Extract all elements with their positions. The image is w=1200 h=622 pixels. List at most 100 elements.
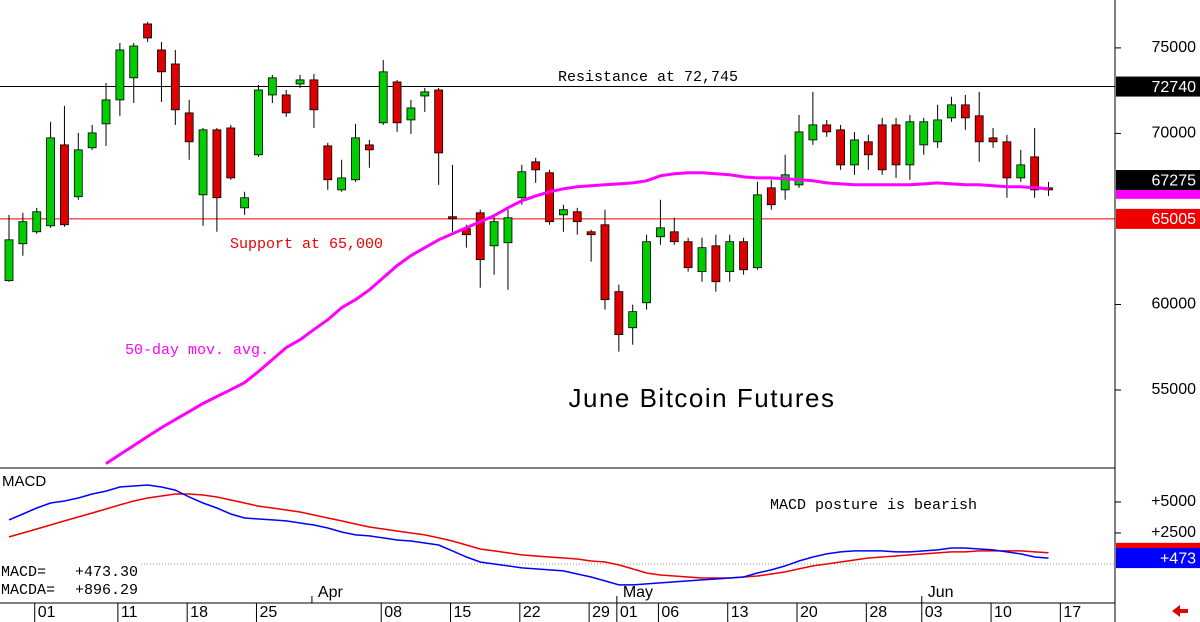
y-tick-label: 75000 — [1152, 39, 1197, 56]
candle-body — [240, 197, 250, 209]
candle-body — [628, 311, 638, 329]
candle-body — [572, 211, 582, 223]
price-tag — [1116, 208, 1200, 229]
candle-body — [448, 216, 457, 220]
y-tick-label: 70000 — [1152, 125, 1197, 142]
candle-body — [323, 145, 333, 181]
candle-body — [891, 124, 901, 166]
candle-body — [351, 137, 360, 181]
price-tag — [1116, 548, 1200, 569]
x-tick-label: 25 — [259, 604, 277, 621]
candle-body — [711, 245, 721, 283]
candle-body — [267, 77, 277, 96]
candle-body — [309, 79, 319, 111]
price-tag — [1116, 76, 1200, 97]
candle-body — [822, 124, 832, 133]
candle-body — [46, 137, 55, 227]
candle-body — [337, 177, 347, 191]
x-tick-label: 01 — [38, 604, 56, 621]
readout-label: MACDA= — [1, 582, 55, 599]
candle-body — [905, 121, 915, 166]
candle-body — [656, 227, 665, 238]
candle-body — [531, 161, 541, 171]
candle-body — [753, 194, 762, 269]
candle-body — [489, 221, 499, 247]
candle-body — [212, 129, 222, 199]
scroll-arrow[interactable] — [1172, 605, 1188, 617]
y-tick-label: +5000 — [1151, 493, 1196, 510]
price-panel — [0, 21, 1115, 465]
price-tag-label: 67275 — [1152, 172, 1197, 189]
candle-body — [32, 211, 42, 233]
candle-body — [475, 212, 485, 261]
resistance-label: Resistance at 72,745 — [558, 69, 738, 86]
candle-body — [794, 131, 804, 186]
candle-body — [780, 174, 790, 191]
candle-body — [808, 124, 818, 141]
candle-body — [1030, 156, 1040, 191]
readout-value: +473.30 — [75, 564, 138, 581]
support-label: Support at 65,000 — [230, 236, 383, 253]
candle-body — [254, 89, 263, 156]
candle-body — [669, 231, 679, 243]
candle-body — [974, 115, 984, 143]
candle-body — [170, 63, 180, 111]
x-tick-label: 20 — [800, 604, 818, 621]
candle-body — [503, 217, 513, 244]
x-tick-label: 22 — [523, 604, 541, 621]
candle-body — [364, 144, 374, 151]
candle-body — [378, 71, 388, 124]
price-tag-label: +473 — [1160, 550, 1196, 567]
x-tick-label: 29 — [592, 604, 610, 621]
candle-body — [850, 139, 859, 166]
x-tick-label: 03 — [925, 604, 943, 621]
candle-body — [115, 49, 125, 101]
candle-body — [129, 45, 139, 79]
x-tick-label: 01 — [620, 604, 638, 621]
axes: 55000 60000 70000 75000 72740 67275 65005 01 11 1… — [0, 39, 1200, 622]
candle-body — [697, 247, 707, 273]
candle-body — [1016, 164, 1026, 179]
readout-label: MACD= — [1, 564, 46, 581]
candle-body — [295, 79, 305, 85]
macd-note: MACD posture is bearish — [770, 497, 977, 514]
y-tick-label: +2500 — [1151, 524, 1196, 541]
x-tick-label: 10 — [994, 604, 1012, 621]
candle-body — [559, 209, 568, 216]
candle-body — [739, 241, 748, 271]
x-tick-label: 13 — [731, 604, 749, 621]
price-tag-label: 72740 — [1152, 79, 1197, 96]
candle-body — [725, 241, 735, 273]
candle-body — [87, 132, 97, 149]
price-tag — [1116, 170, 1200, 191]
moving-average-line — [105, 171, 1049, 465]
month-label: Apr — [318, 584, 344, 601]
x-tick-label: 17 — [1063, 604, 1081, 621]
legend-moving-average: 50-day mov. avg. — [125, 342, 269, 359]
candle-body — [642, 241, 651, 304]
candle-body — [947, 104, 956, 119]
x-tick-label: 15 — [454, 604, 472, 621]
candle-body — [614, 291, 624, 335]
candle-body — [4, 239, 14, 282]
candle-body — [600, 224, 610, 301]
month-label: May — [623, 584, 653, 601]
y-tick-label: 55000 — [1152, 381, 1197, 398]
candle-body — [877, 124, 887, 171]
month-label: Jun — [928, 584, 954, 601]
candle-body — [919, 121, 929, 146]
macd-line — [8, 484, 1049, 586]
macd-title: MACD — [2, 473, 46, 490]
candle-body — [226, 127, 236, 179]
candle-body — [863, 141, 873, 156]
candle-body — [406, 107, 416, 121]
candle-body — [766, 187, 776, 206]
candle-body — [60, 144, 69, 226]
x-tick-label: 18 — [190, 604, 208, 621]
candle-body — [434, 89, 444, 154]
candle-body — [18, 221, 28, 245]
readout-box — [0, 561, 140, 601]
y-tick-label: 60000 — [1152, 296, 1197, 313]
candle-body — [392, 81, 402, 124]
